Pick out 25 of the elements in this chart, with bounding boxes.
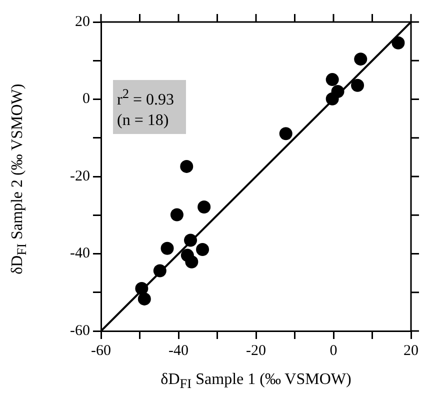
point <box>185 255 198 268</box>
point <box>138 292 151 306</box>
annotation: (n = 18) <box>117 111 170 132</box>
y-tick-label: 20 <box>75 14 90 30</box>
point <box>180 160 194 173</box>
x-tick-label: -60 <box>91 342 111 359</box>
annotation: r$^{2}$ = 0.93 <box>117 85 176 110</box>
y-tick-label: -20 <box>70 168 90 184</box>
x-tick-label: -20 <box>246 342 266 359</box>
point <box>392 36 405 50</box>
x-tick-label: 20 <box>404 342 418 359</box>
point <box>198 200 211 214</box>
y-tick-label: -60 <box>70 322 90 339</box>
y-tick-label: 0 <box>82 91 90 108</box>
point <box>170 208 184 222</box>
point <box>196 243 210 256</box>
x-axis-title: δD$_{FI}$ Sample 1 (‰ VSMOW) <box>160 370 352 394</box>
point <box>354 52 368 66</box>
point <box>351 78 364 92</box>
point <box>326 73 339 86</box>
x-tick-label: -40 <box>168 342 188 359</box>
point <box>279 127 292 140</box>
x-tick-label: 0 <box>330 342 338 359</box>
point <box>160 242 174 255</box>
y-tick-label: -40 <box>70 246 90 262</box>
